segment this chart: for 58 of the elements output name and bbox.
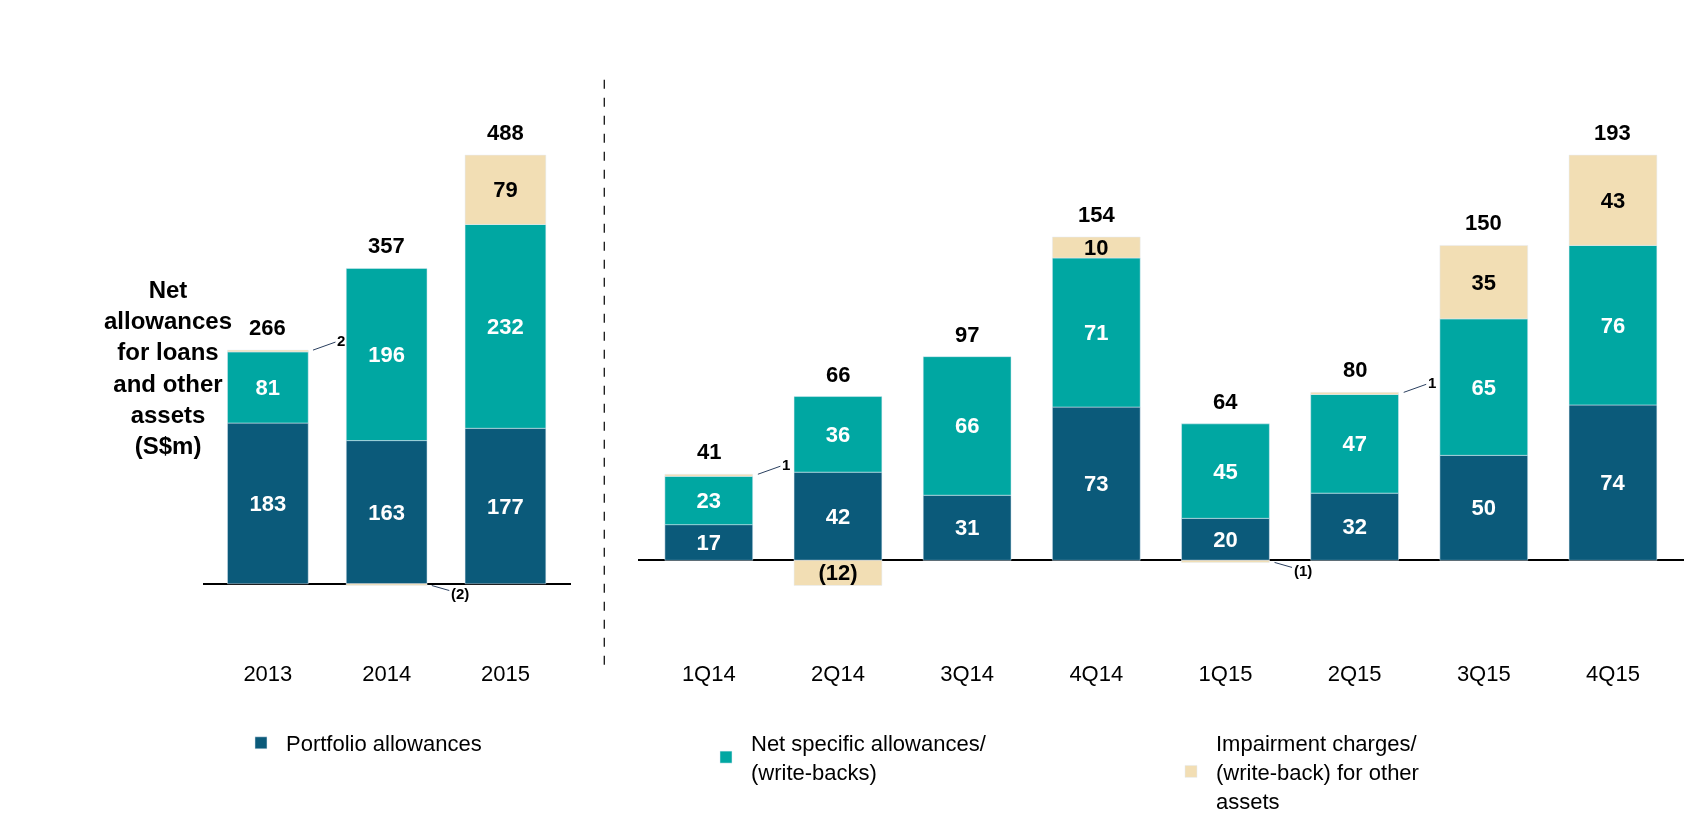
legend-label: Impairment charges/ (write-back) for other assets [1215,731,1419,814]
data-label: 196 [368,342,406,368]
total-label: 64 [1213,389,1239,414]
data-label: 81 [255,374,281,400]
total-label: 154 [1078,202,1116,227]
data-label: 79 [493,177,518,203]
data-label: 163 [368,499,406,525]
legend-label: Net specific allowances/ (write-backs) [750,731,987,785]
data-label: 183 [249,490,287,516]
data-label: (1) [1294,562,1313,579]
total-label: 80 [1343,357,1368,382]
x-tick-label: 3Q15 [1456,661,1511,687]
data-label: (2) [451,585,470,602]
x-tick-label: 2Q15 [1327,661,1382,687]
data-label: 23 [696,487,722,513]
x-tick-label: 2Q14 [811,661,865,687]
y-axis-title: Net allowances for loans and other assets (S$m) [104,276,233,459]
total-label: 193 [1594,120,1631,145]
data-label: 17 [696,529,722,555]
data-label: 71 [1084,320,1109,346]
total-label: 41 [697,439,722,464]
data-label: 76 [1600,312,1626,338]
data-label: 32 [1342,514,1367,540]
total-label: 266 [249,315,286,340]
x-tick-label: 3Q14 [940,661,995,687]
data-label: 66 [954,413,980,439]
data-label: 42 [825,503,851,529]
x-tick-label: 1Q14 [681,661,736,687]
total-label: 97 [955,322,980,347]
total-label: 488 [487,120,524,145]
total-label: 150 [1465,210,1502,235]
x-tick-label: 2014 [362,661,412,687]
data-label: 50 [1471,495,1497,521]
data-label: 1 [1428,374,1437,391]
data-label: 36 [825,421,851,447]
data-label: 45 [1213,458,1238,484]
x-tick-label: 1Q15 [1198,661,1253,687]
total-label: 357 [368,233,405,258]
data-label: 20 [1213,526,1238,552]
data-label: 177 [487,493,524,519]
data-label: 232 [487,313,524,339]
data-label: 74 [1600,470,1626,496]
data-label: 47 [1342,431,1367,457]
data-label: 43 [1600,187,1626,213]
data-label: 2 [337,332,346,349]
x-tick-label: 2015 [480,661,530,687]
data-label: (12) [818,560,858,586]
data-label: 35 [1471,269,1497,295]
data-label: 31 [954,515,980,541]
data-label: 10 [1084,234,1109,260]
x-tick-label: 2013 [243,661,293,687]
data-label: 1 [782,456,791,473]
data-label: 65 [1471,374,1497,400]
legend-label: Portfolio allowances [285,731,482,757]
data-label: 73 [1084,471,1109,497]
x-tick-label: 4Q15 [1586,661,1640,687]
x-tick-label: 4Q14 [1069,661,1124,687]
total-label: 66 [826,362,851,387]
